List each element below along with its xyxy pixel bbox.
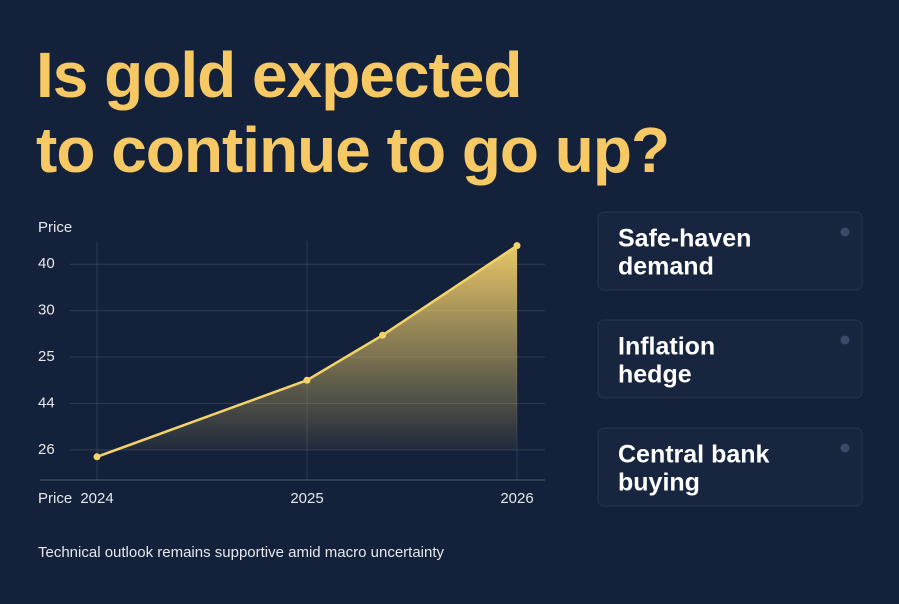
card xyxy=(597,427,863,507)
card-text: hedge xyxy=(618,361,692,389)
y-axis-label: Price xyxy=(38,219,72,236)
y-tick-label: 40 xyxy=(38,255,55,272)
card-text: buying xyxy=(618,469,700,497)
chart: 26 44 25 30 40 2024 2025 2026 xyxy=(38,241,545,507)
area xyxy=(97,245,517,457)
point xyxy=(513,242,521,250)
x-tick-label: 2025 xyxy=(290,490,323,507)
title-line: to continue to go up? xyxy=(36,114,669,186)
x-axis-label: Price xyxy=(38,490,72,507)
footnote: Technical outlook remains supportive ami… xyxy=(38,544,445,561)
x-tick-label: 2026 xyxy=(500,490,533,507)
card-text: demand xyxy=(618,253,714,281)
card-dot xyxy=(840,335,850,345)
y-tick-label: 25 xyxy=(38,348,55,365)
line xyxy=(96,244,518,458)
card xyxy=(597,211,863,291)
y-tick-label: 26 xyxy=(38,441,55,458)
card-text: Central bank xyxy=(618,441,770,469)
card-text: Safe-haven xyxy=(618,225,751,253)
x-tick-label: 2024 xyxy=(80,490,113,507)
point xyxy=(379,331,387,339)
title-line: Is gold expected xyxy=(36,39,521,111)
card xyxy=(597,319,863,399)
point xyxy=(303,376,311,384)
card-text: Inflation xyxy=(618,333,715,361)
point xyxy=(93,453,101,461)
card-dot xyxy=(840,227,850,237)
card-dot xyxy=(840,443,850,453)
y-tick-label: 30 xyxy=(38,302,55,319)
y-tick-label: 44 xyxy=(38,394,55,411)
